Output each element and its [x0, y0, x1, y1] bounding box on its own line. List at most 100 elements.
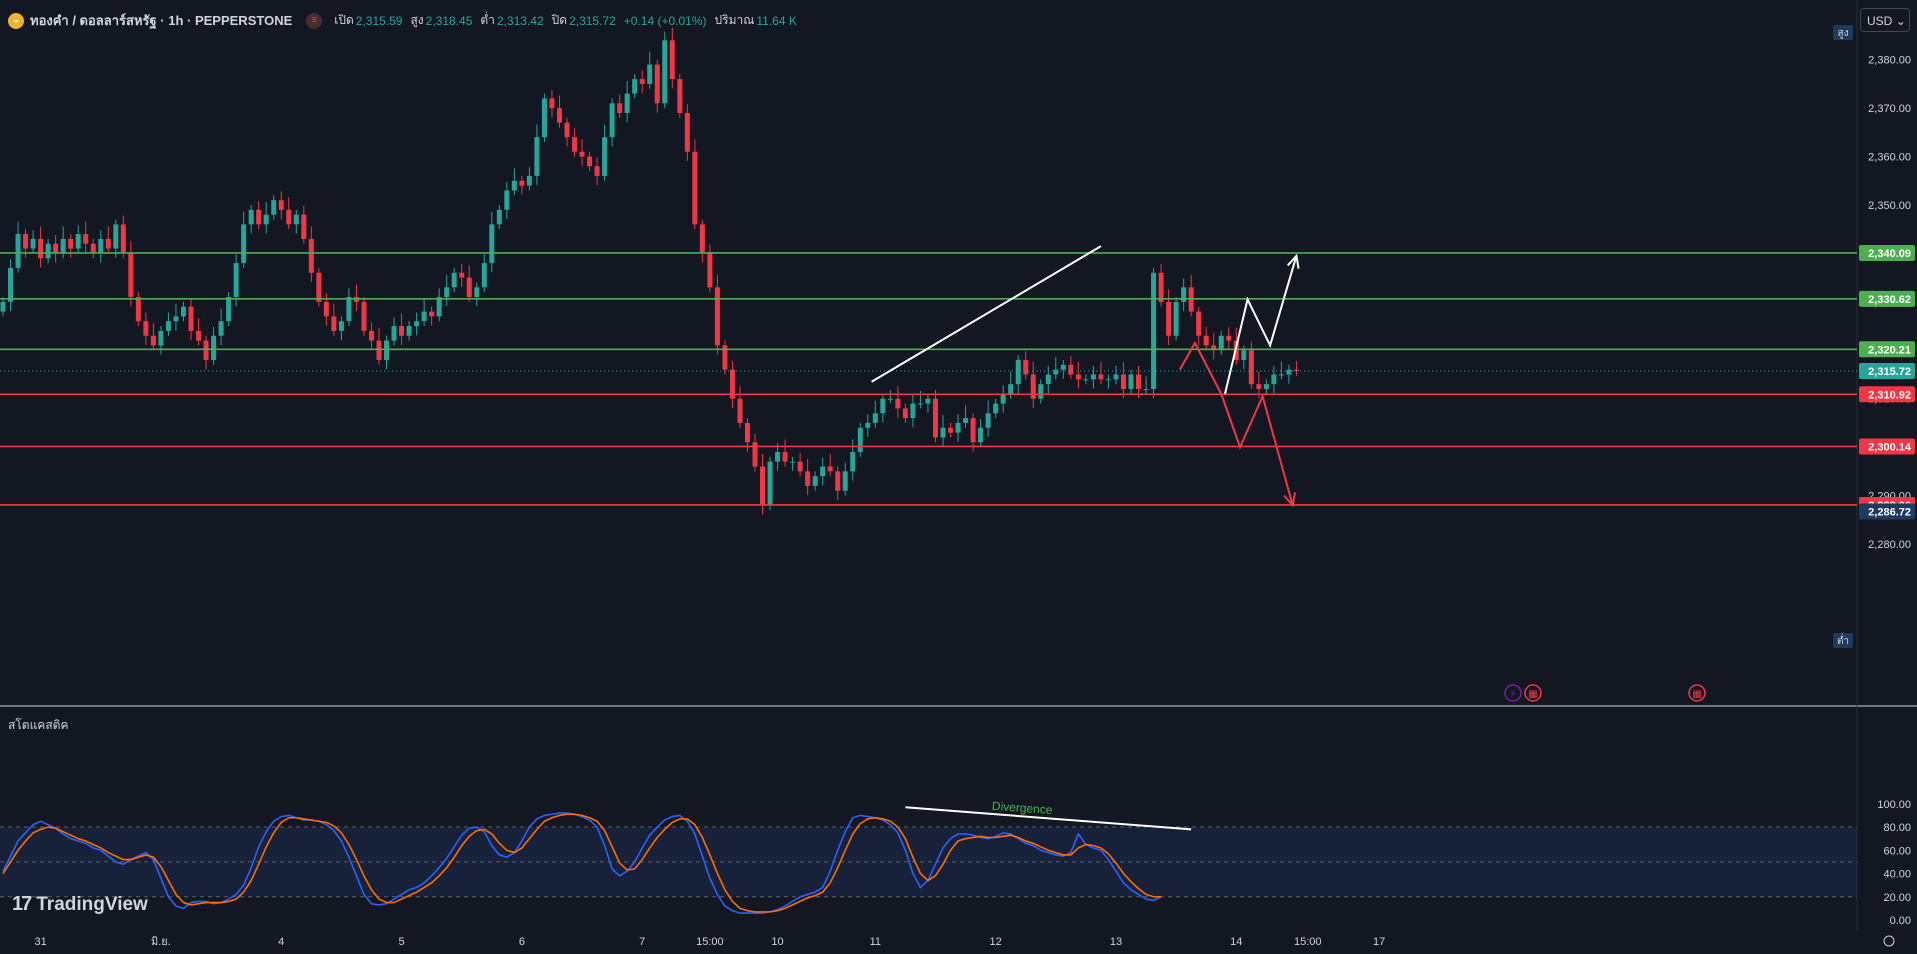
divergence-annotation: Divergence	[991, 799, 1053, 817]
resistance-price-tag: 2,330.62	[1868, 294, 1911, 306]
candle-body	[211, 335, 217, 360]
candle-body	[75, 234, 81, 249]
tradingview-wordmark: TradingView	[36, 893, 148, 915]
time-tick-label: 11	[870, 936, 881, 948]
candle-body	[1038, 384, 1044, 399]
bull-projection-path	[1224, 255, 1298, 395]
candle-body	[143, 321, 149, 336]
candle-body	[376, 340, 382, 360]
candle-body	[233, 263, 239, 298]
current-price-tag: 2,315.72	[1868, 366, 1911, 378]
candle-body	[203, 340, 209, 360]
candle-body	[38, 238, 44, 259]
candle-body	[421, 311, 427, 322]
currency-selector[interactable]: USD ⌄	[1860, 8, 1910, 32]
candle-body	[120, 224, 126, 254]
time-tick-label: 17	[1373, 936, 1385, 948]
price-tick-label: 2,370.00	[1868, 103, 1911, 115]
time-tick-label: 4	[278, 936, 284, 948]
candle-body	[436, 297, 442, 317]
candle-body	[857, 427, 863, 452]
candle-body	[910, 403, 916, 419]
candle-body	[1143, 389, 1149, 391]
candle-body	[286, 209, 292, 225]
candle-body	[519, 180, 525, 186]
candle-body	[1136, 374, 1142, 390]
time-tick-label: 10	[771, 936, 783, 948]
candle-body	[1151, 272, 1157, 390]
gold-logo-icon: ◒	[8, 12, 24, 29]
lightning-event-icon	[1504, 684, 1522, 702]
candle-body	[346, 297, 352, 322]
time-tick-label: 5	[398, 936, 404, 948]
high-marker-bg	[1833, 25, 1853, 40]
candle-body	[842, 471, 848, 491]
candle-body	[549, 98, 555, 109]
resistance-price-tag-bg	[1859, 290, 1915, 307]
candle-body	[1008, 384, 1014, 394]
tradingview-logo[interactable]: 17 TradingView	[12, 893, 148, 916]
candle-body	[511, 180, 517, 191]
time-tick-label: 6	[519, 936, 525, 948]
low-label: ต่ำ	[480, 13, 495, 27]
candle-body	[624, 93, 630, 113]
candle-body	[53, 243, 59, 254]
candle-body	[684, 112, 690, 152]
time-tick-label: 13	[1110, 936, 1122, 948]
time-tick-label: 15:00	[696, 936, 724, 948]
candle-body	[1023, 359, 1029, 375]
candle-body	[985, 413, 991, 428]
support-price-tag: 2,300.14	[1868, 441, 1912, 453]
candle-body	[955, 422, 961, 433]
candle-body	[188, 306, 194, 331]
settings-gear-icon	[1883, 935, 1895, 947]
stochastic-title[interactable]: สโตแคสติค	[8, 718, 69, 732]
low-marker: ต่ำ	[1837, 633, 1849, 647]
candle-body	[196, 330, 202, 341]
candle-body	[790, 461, 796, 463]
price-tick-label: 2,280.00	[1868, 539, 1911, 551]
time-tick-label: 7	[639, 936, 645, 948]
candle-body	[68, 238, 74, 249]
candle-body	[744, 422, 750, 443]
candle-body	[632, 79, 638, 94]
market-status-icon[interactable]: ≡	[306, 12, 323, 29]
candle-body	[737, 398, 743, 423]
candle-body	[158, 330, 164, 346]
candle-body	[782, 451, 788, 462]
candle-body	[865, 422, 871, 428]
resistance-price-tag-bg	[1859, 244, 1915, 261]
candle-body	[1105, 379, 1111, 381]
time-tick-label: มิ.ย.	[151, 936, 171, 948]
candle-body	[474, 287, 480, 298]
symbol-title[interactable]: ทองคำ / ดอลลาร์สหรัฐ · 1h · PEPPERSTONE	[30, 13, 293, 28]
candle-body	[895, 398, 901, 409]
candle-body	[30, 238, 36, 249]
candle-body	[489, 224, 495, 264]
candle-body	[1015, 359, 1021, 385]
low-value: 2,313.42	[496, 13, 544, 28]
candle-body	[316, 272, 322, 302]
price-tick-label: 2,360.00	[1868, 152, 1911, 164]
candle-body	[1211, 345, 1217, 351]
candle-body	[534, 137, 540, 176]
support-price-tag-bg	[1859, 386, 1915, 403]
candle-body	[579, 151, 585, 157]
resistance-price-tag: 2,320.21	[1868, 344, 1911, 356]
candle-body	[805, 471, 811, 486]
open-value: 2,315.59	[355, 13, 403, 28]
trendline	[871, 245, 1102, 383]
candle-body	[504, 190, 510, 210]
candle-body	[338, 321, 344, 331]
candle-body	[970, 418, 976, 443]
candle-body	[1203, 335, 1209, 346]
candle-body	[165, 321, 171, 331]
candle-body	[361, 301, 367, 331]
candle-body	[293, 214, 299, 225]
candle-body	[323, 301, 329, 317]
candle-body	[1181, 287, 1187, 302]
candle-body	[948, 427, 954, 433]
bull-projection-path-arrowhead	[1286, 253, 1300, 269]
candle-body	[1248, 350, 1254, 385]
